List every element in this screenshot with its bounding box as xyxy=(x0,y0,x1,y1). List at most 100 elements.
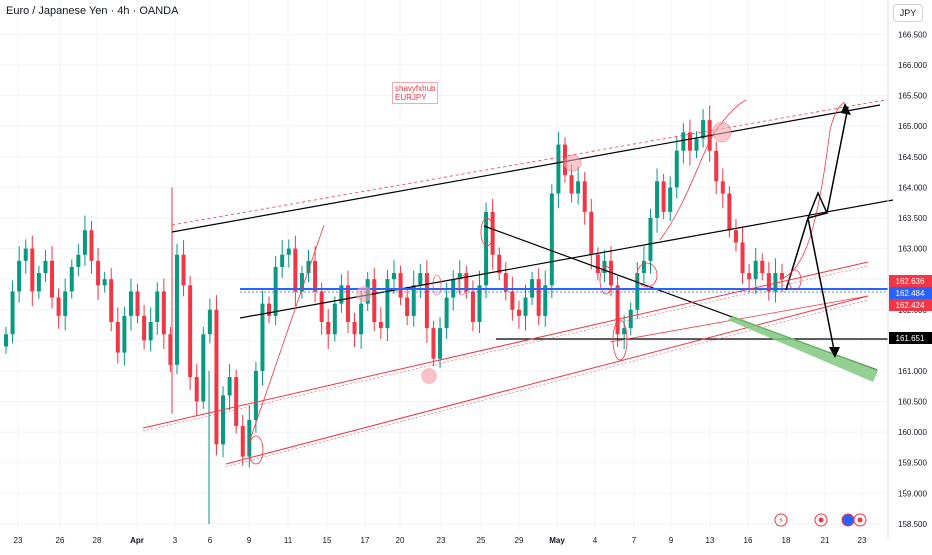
price-labels: 162.636 162.484 162.424 161.651 xyxy=(889,275,932,344)
candle-body xyxy=(181,254,186,286)
time-tick-label: 11 xyxy=(284,536,293,545)
flash-icon-glyph: ⚡ xyxy=(778,516,784,525)
candle-body xyxy=(17,260,22,292)
bullish-arrowhead xyxy=(841,103,851,115)
swing-circle xyxy=(356,286,372,302)
price-tick-label: 165.500 xyxy=(898,92,927,101)
candle-body xyxy=(115,322,120,353)
candle-body xyxy=(622,328,627,335)
time-tick-label: 9 xyxy=(669,536,674,545)
candle-body xyxy=(444,297,449,329)
candle-body xyxy=(641,260,646,274)
candle-body xyxy=(188,285,193,378)
candle-body xyxy=(240,426,245,457)
event-icon-dot xyxy=(857,517,863,523)
symbol-title: Euro / Japanese Yen · 4h · OANDA xyxy=(6,5,179,17)
candle-body xyxy=(234,377,239,426)
time-tick-label: 21 xyxy=(821,536,830,545)
candle-body xyxy=(497,254,502,274)
price-label: 162.424 xyxy=(896,301,925,310)
author-name: shavyfxhub xyxy=(395,84,436,93)
candle-body xyxy=(536,279,541,316)
candle-body xyxy=(668,187,673,212)
candle-body xyxy=(109,279,114,322)
time-tick-label: 15 xyxy=(323,536,332,545)
price-label-box xyxy=(889,332,932,344)
swing-ring xyxy=(788,269,802,291)
candle-body xyxy=(687,132,692,151)
price-tick-label: 158.500 xyxy=(898,520,927,529)
candle-body xyxy=(102,279,107,286)
candle-body xyxy=(549,193,554,286)
candle-body xyxy=(385,279,390,329)
candle-body xyxy=(589,211,594,255)
candle-body xyxy=(661,181,666,212)
candle-body xyxy=(431,328,436,359)
gridlines xyxy=(0,0,888,530)
candle-body xyxy=(740,242,745,274)
price-tick-label: 161.000 xyxy=(898,367,927,376)
candle-body xyxy=(766,273,771,292)
candle-body xyxy=(227,377,232,396)
time-tick-label: 18 xyxy=(782,536,791,545)
candle-body xyxy=(556,144,561,194)
candle-body xyxy=(76,254,81,267)
symbol-note: EURJPY xyxy=(395,93,427,102)
candle-body xyxy=(96,260,101,286)
price-tick-label: 163.500 xyxy=(898,214,927,223)
candle-body xyxy=(484,211,489,286)
candle-body xyxy=(378,322,383,329)
candle-body xyxy=(733,230,738,243)
candle-body xyxy=(332,303,337,335)
candle-body xyxy=(142,315,147,341)
candle-body xyxy=(359,303,364,335)
time-tick-label: 23 xyxy=(858,536,867,545)
time-tick-label: 26 xyxy=(56,536,65,545)
candle-body xyxy=(510,291,515,310)
bottom-icons: ⚡ xyxy=(774,513,867,527)
candle-body xyxy=(207,309,212,335)
red-trendline-2 xyxy=(225,295,869,465)
candle-body xyxy=(214,309,219,445)
time-axis: 23 26 28 Apr 3 6 9 11 15 17 20 23 25 29 May 4 7 9 13 16 18 21… xyxy=(14,536,867,545)
candle-body xyxy=(43,260,48,274)
candle-body xyxy=(648,218,653,261)
candle-body xyxy=(760,260,765,274)
price-label-box xyxy=(889,287,932,299)
candle-body xyxy=(457,273,462,280)
candle-body xyxy=(299,273,304,292)
price-tick-label: 159.000 xyxy=(898,489,927,498)
candle-body xyxy=(424,273,429,329)
candle-body xyxy=(69,266,74,292)
candle-body xyxy=(247,419,252,457)
candle-body xyxy=(221,395,226,445)
candle-body xyxy=(655,181,660,218)
candle-body xyxy=(313,260,318,292)
price-tick-label: 160.000 xyxy=(898,428,927,437)
candle-body xyxy=(727,193,732,231)
candle-body xyxy=(405,297,410,316)
price-label-box xyxy=(889,275,932,287)
candle-body xyxy=(36,273,41,292)
time-tick-label: 17 xyxy=(361,536,370,545)
candle-body xyxy=(773,273,778,292)
candle-body xyxy=(753,260,758,280)
red-projection-curve xyxy=(779,101,846,281)
currency-button[interactable]: JPY xyxy=(893,4,923,22)
price-tick-label: 164.500 xyxy=(898,153,927,162)
candle-body xyxy=(82,230,87,255)
price-tick-label: 160.500 xyxy=(898,398,927,407)
time-tick-label: 25 xyxy=(477,536,486,545)
candle-body xyxy=(523,297,528,316)
time-tick-label: 3 xyxy=(173,536,178,545)
price-tick-label: 166.000 xyxy=(898,61,927,70)
candle-body xyxy=(267,303,272,316)
candle-body xyxy=(720,181,725,194)
price-tick-label: 163.000 xyxy=(898,245,927,254)
event-icon xyxy=(814,513,828,527)
candle-body xyxy=(464,273,469,292)
time-tick-label: 13 xyxy=(706,536,715,545)
candle-body xyxy=(352,322,357,335)
